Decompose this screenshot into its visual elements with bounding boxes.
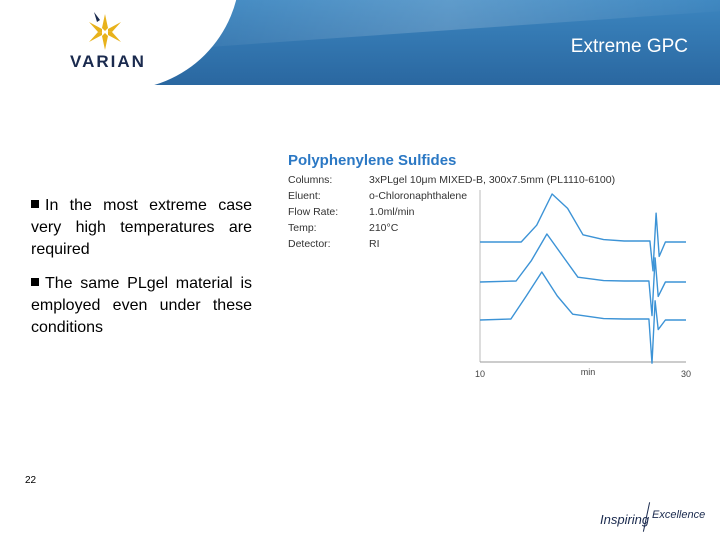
condition-value: 3xPLgel 10μm MIXED-B, 300x7.5mm (PL1110-… bbox=[369, 174, 616, 186]
inspiring-excellence-logo: Inspiring Excellence bbox=[598, 500, 714, 534]
condition-row: Detector: RI bbox=[288, 238, 615, 254]
varian-star-icon bbox=[89, 12, 121, 50]
header-band: VARIAN Extreme GPC bbox=[0, 0, 720, 85]
conditions-table: Columns: 3xPLgel 10μm MIXED-B, 300x7.5mm … bbox=[288, 174, 615, 254]
slide-title: Extreme GPC bbox=[570, 36, 688, 57]
condition-value: 210°C bbox=[369, 222, 399, 234]
condition-row: Columns: 3xPLgel 10μm MIXED-B, 300x7.5mm … bbox=[288, 174, 615, 190]
page-number: 22 bbox=[25, 475, 37, 486]
chromatogram-chart: 10 30 min bbox=[475, 190, 691, 379]
gpc-figure: 10 30 min Polyphenylene Sulfides Columns: 3… bbox=[286, 150, 696, 385]
bullet-square-icon bbox=[31, 200, 39, 208]
bullet-text: In the most extreme case very high tempe… bbox=[31, 197, 252, 258]
tagline-inspiring: Inspiring bbox=[600, 512, 650, 527]
condition-label: Columns: bbox=[288, 174, 333, 186]
condition-value: o-Chloronaphthalene bbox=[369, 190, 468, 202]
bullet-list: In the most extreme case very high tempe… bbox=[31, 195, 252, 351]
chromatogram-trace-2 bbox=[479, 233, 686, 317]
condition-label: Temp: bbox=[288, 222, 317, 234]
bullet-item: In the most extreme case very high tempe… bbox=[31, 195, 252, 261]
condition-row: Eluent: o-Chloronaphthalene bbox=[288, 190, 615, 206]
condition-label: Flow Rate: bbox=[288, 206, 339, 218]
chromatogram-trace-1 bbox=[480, 193, 686, 272]
x-tick-label: 30 bbox=[681, 369, 691, 379]
bullet-text: The same PLgel material is employed even… bbox=[31, 275, 252, 336]
bullet-square-icon bbox=[31, 278, 39, 286]
condition-value: 1.0ml/min bbox=[369, 206, 415, 218]
bullet-item: The same PLgel material is employed even… bbox=[31, 273, 252, 339]
figure-title: Polyphenylene Sulfides bbox=[288, 152, 457, 169]
condition-row: Temp: 210°C bbox=[288, 222, 615, 238]
condition-row: Flow Rate: 1.0ml/min bbox=[288, 206, 615, 222]
condition-label: Eluent: bbox=[288, 190, 321, 202]
varian-logo-text: VARIAN bbox=[70, 52, 146, 71]
x-axis-label: min bbox=[581, 367, 596, 377]
chromatogram-trace-3 bbox=[479, 271, 686, 364]
x-tick-label: 10 bbox=[475, 369, 485, 379]
condition-label: Detector: bbox=[288, 238, 331, 250]
condition-value: RI bbox=[369, 238, 380, 250]
tagline-excellence: Excellence bbox=[652, 509, 706, 521]
